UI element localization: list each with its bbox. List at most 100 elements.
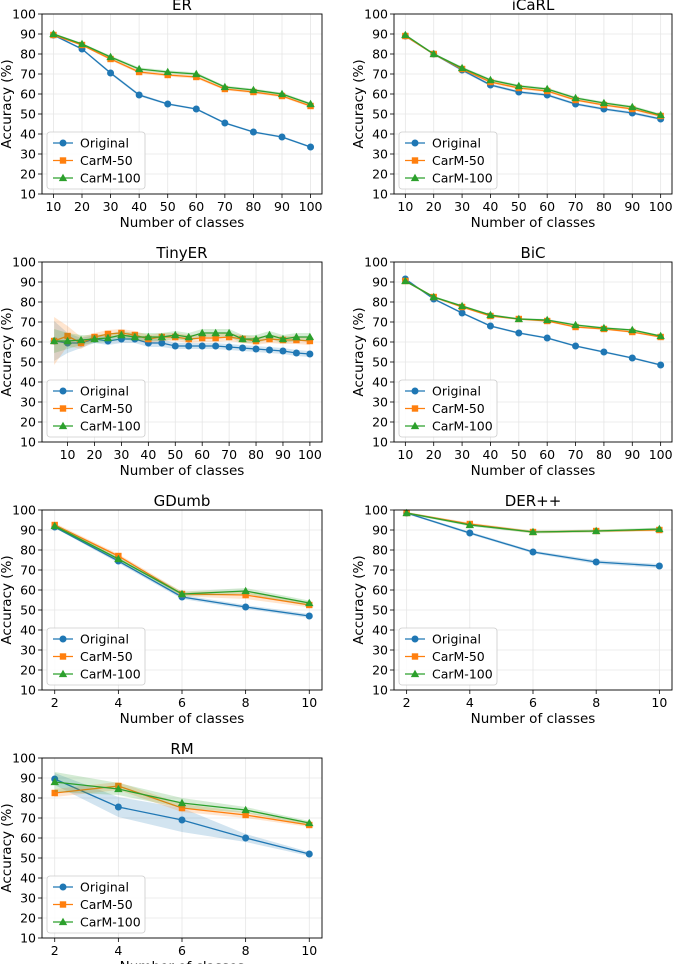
x-tick-label: 60 xyxy=(194,447,210,462)
y-tick-label: 80 xyxy=(372,542,388,557)
y-tick-label: 50 xyxy=(20,354,36,369)
y-tick-label: 20 xyxy=(20,414,36,429)
point-carm-100 xyxy=(514,314,524,323)
point-carm-100 xyxy=(628,102,637,111)
point-carm-100 xyxy=(457,301,467,310)
point-original xyxy=(466,529,474,537)
point-carm-50 xyxy=(266,335,273,343)
point-original xyxy=(292,349,300,357)
legend-label: Original xyxy=(80,631,129,646)
line-original xyxy=(53,34,311,148)
x-axis-label: Number of classes xyxy=(471,463,596,479)
point-original xyxy=(114,803,122,811)
x-tick-label: 80 xyxy=(245,199,261,214)
x-tick-label: 70 xyxy=(217,199,233,214)
point-carm-100 xyxy=(528,527,538,536)
point-carm-100 xyxy=(50,521,59,530)
panel-title: ER xyxy=(172,0,192,14)
y-tick-label: 100 xyxy=(364,502,388,517)
x-tick-label: 10 xyxy=(301,943,317,958)
point-original xyxy=(278,133,286,141)
y-tick-label: 10 xyxy=(372,434,388,449)
point-original xyxy=(529,548,537,556)
legend: Original CarM-50 CarM-100 xyxy=(46,627,146,686)
y-axis-label: Accuracy (%) xyxy=(351,59,367,148)
point-original xyxy=(486,322,494,330)
band-carm-50 xyxy=(54,317,310,365)
legend-item-carm-100: CarM-100 xyxy=(53,170,141,185)
legend-box xyxy=(398,131,498,190)
point-carm-100 xyxy=(117,330,126,339)
panel-tinyer: 10 20 30 40 50 60 70 80 90 100 10 20 30 40 50 60 70 80 90 1… xyxy=(0,244,323,479)
legend-marker xyxy=(59,653,67,660)
legend-marker xyxy=(410,421,420,430)
legend: Original CarM-50 CarM-100 xyxy=(46,131,146,190)
point-original xyxy=(171,342,179,350)
x-tick-label: 100 xyxy=(649,447,673,462)
x-tick-label: 70 xyxy=(221,447,237,462)
point-original xyxy=(221,119,229,127)
y-tick-label: 70 xyxy=(20,314,36,329)
series-carm-50 xyxy=(402,277,664,341)
point-carm-100 xyxy=(292,332,301,341)
y-tick-label: 100 xyxy=(364,254,388,269)
y-tick-label: 90 xyxy=(20,770,36,785)
x-tick-label: 70 xyxy=(568,199,584,214)
x-tick-label: 50 xyxy=(160,199,176,214)
x-tick-label: 40 xyxy=(482,447,498,462)
x-tick-label: 20 xyxy=(87,447,103,462)
point-carm-100 xyxy=(192,69,201,78)
point-carm-50 xyxy=(306,337,314,345)
y-tick-label: 90 xyxy=(372,274,388,289)
y-tick-label: 20 xyxy=(372,662,388,677)
y-tick-label: 60 xyxy=(20,334,36,349)
point-carm-100 xyxy=(197,328,207,337)
point-carm-100 xyxy=(429,292,438,301)
point-original xyxy=(158,339,166,347)
legend-marker xyxy=(411,405,419,412)
panel-bic: 10 20 30 40 50 60 70 80 90 100 10 20 30 40 50 60 70 80 90 1… xyxy=(351,244,673,479)
x-tick-label: 30 xyxy=(454,447,470,462)
plot-frame xyxy=(393,261,673,443)
y-tick-label: 100 xyxy=(12,750,36,765)
legend-box xyxy=(46,875,146,934)
point-carm-100 xyxy=(591,526,601,535)
y-tick-label: 40 xyxy=(372,622,388,637)
y-tick-label: 10 xyxy=(20,186,36,201)
point-carm-100 xyxy=(571,320,580,329)
point-carm-100 xyxy=(656,331,665,340)
point-carm-100 xyxy=(49,336,59,345)
y-tick-label: 100 xyxy=(364,6,388,21)
point-carm-100 xyxy=(278,334,288,343)
point-carm-100 xyxy=(251,334,261,343)
point-carm-50 xyxy=(242,811,249,819)
legend-box xyxy=(398,379,498,438)
x-tick-label: 10 xyxy=(651,695,667,710)
x-tick-label: 100 xyxy=(298,447,322,462)
panel-title: BiC xyxy=(521,244,546,262)
series-carm-100 xyxy=(49,29,315,108)
point-carm-100 xyxy=(401,276,410,285)
panel-icarl: 10 20 30 40 50 60 70 80 90 100 10 20 30 40 50 60 70 80 90 1… xyxy=(351,0,673,231)
point-carm-100 xyxy=(542,315,552,324)
panel-gdumb: 10 20 30 40 50 60 70 80 90 100 2 4 6 8 10 GDumb Number o… xyxy=(0,492,323,727)
x-tick-label: 6 xyxy=(178,695,186,710)
y-tick-label: 10 xyxy=(20,682,36,697)
point-carm-100 xyxy=(177,589,187,598)
x-tick-label: 60 xyxy=(188,199,204,214)
point-carm-100 xyxy=(571,93,580,102)
legend-label: CarM-50 xyxy=(80,153,133,168)
point-carm-100 xyxy=(49,29,58,38)
band-carm-100 xyxy=(405,34,661,117)
point-carm-50 xyxy=(242,591,249,599)
legend-label: Original xyxy=(80,383,129,398)
legend-marker xyxy=(59,157,67,164)
y-tick-label: 90 xyxy=(20,274,36,289)
band-carm-50 xyxy=(53,34,311,108)
point-carm-50 xyxy=(225,333,233,341)
y-tick-label: 60 xyxy=(20,86,36,101)
x-tick-label: 4 xyxy=(114,695,122,710)
legend-label: CarM-100 xyxy=(432,170,493,185)
legend-label: CarM-100 xyxy=(80,418,141,433)
y-tick-label: 30 xyxy=(372,146,388,161)
